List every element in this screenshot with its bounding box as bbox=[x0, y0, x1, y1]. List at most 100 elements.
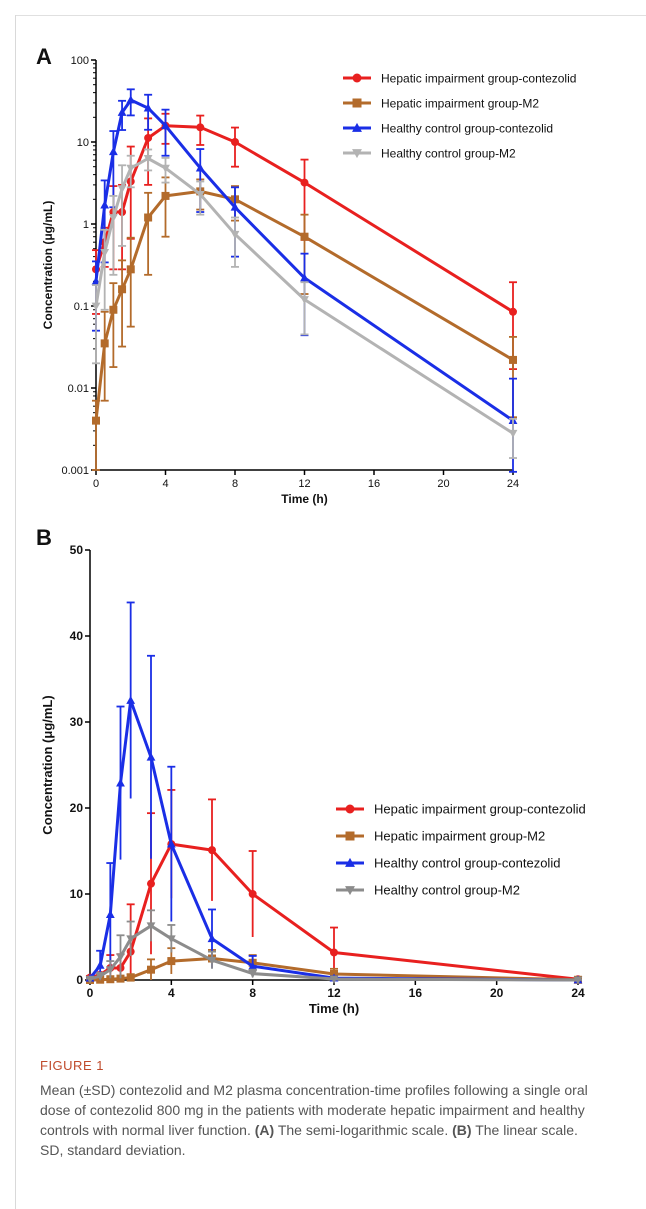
panel-a-data-point bbox=[126, 265, 135, 274]
panel-a-legend-marker bbox=[352, 73, 362, 83]
panel-a-data-point bbox=[118, 285, 127, 294]
panel-b-y-tick-label: 20 bbox=[70, 801, 84, 815]
panel-a-data-point bbox=[161, 121, 170, 130]
panel-a-data-point bbox=[117, 107, 127, 116]
panel-a-legend-label: Healthy control group-contezolid bbox=[381, 122, 553, 136]
panel-a-data-point bbox=[144, 133, 153, 142]
panel-b-x-tick-label: 8 bbox=[249, 986, 256, 1000]
panel-a-data-point bbox=[161, 191, 170, 200]
panel-b-data-point bbox=[147, 965, 155, 974]
caption-part-a-text: The semi-logarithmic scale. bbox=[274, 1122, 453, 1138]
panel-b-series-2 bbox=[85, 601, 583, 984]
panel-a-data-point bbox=[100, 249, 110, 258]
panel-a-legend-label: Hepatic impairment group-contezolid bbox=[381, 72, 576, 86]
panel-a-y-tick-label: 100 bbox=[71, 55, 89, 67]
panel-a-data-point bbox=[196, 123, 205, 132]
panel-a-data-point bbox=[92, 416, 100, 425]
panel-b-legend-label: Healthy control group-M2 bbox=[374, 883, 520, 898]
panel-b-letter: B bbox=[36, 525, 52, 550]
panel-a-x-axis-title: Time (h) bbox=[281, 492, 327, 506]
panel-a-x-tick-label: 12 bbox=[298, 478, 310, 490]
figure-caption: Mean (±SD) contezolid and M2 plasma conc… bbox=[40, 1080, 600, 1160]
panel-b-legend-label: Hepatic impairment group-contezolid bbox=[374, 802, 586, 817]
panel-b-data-point bbox=[106, 975, 115, 984]
panel-a-data-point bbox=[509, 355, 517, 364]
panel-a-data-point bbox=[100, 200, 110, 209]
panel-a-data-point bbox=[161, 164, 170, 173]
caption-part-b-text: The linear scale. SD, standard deviation… bbox=[40, 1122, 578, 1158]
panel-a-legend-marker bbox=[352, 98, 362, 108]
panel-b-x-tick-label: 16 bbox=[409, 986, 423, 1000]
panel-b-data-point bbox=[248, 970, 258, 979]
panel-a-letter: A bbox=[36, 44, 52, 69]
panel-b-data-point bbox=[329, 975, 339, 984]
panel-b-data-point bbox=[147, 879, 155, 888]
panel-b-data-point bbox=[208, 846, 216, 855]
panel-a-data-point bbox=[143, 103, 153, 112]
chart-panel-b: B 0 10 20 30 40 50 0 4 8 12 16 20 24 Time (h) Concentr… bbox=[36, 525, 586, 1016]
panel-b-data-point bbox=[573, 976, 583, 985]
panel-b-x-tick-label: 20 bbox=[490, 986, 504, 1000]
panel-b-x-tick-label: 12 bbox=[327, 986, 341, 1000]
panel-a-data-point bbox=[300, 296, 309, 305]
panel-b-data-point bbox=[167, 957, 176, 966]
panel-a-x-tick-label: 24 bbox=[507, 478, 519, 490]
panel-b-data-point bbox=[207, 934, 217, 943]
panel-a-data-point bbox=[230, 230, 240, 239]
panel-a-data-point bbox=[300, 178, 309, 187]
panel-b-data-point bbox=[95, 960, 105, 969]
chart-panel-a: A 0.001 0.01 0.1 1 10 100 0 4 8 12 16 20 24 Time (h) C… bbox=[36, 44, 576, 506]
panel-b-data-point bbox=[95, 972, 105, 981]
panel-a-data-point bbox=[91, 276, 101, 285]
panel-b-data-point bbox=[85, 975, 95, 984]
panel-a-x-tick-label: 20 bbox=[437, 478, 449, 490]
panel-a-x-tick-label: 8 bbox=[232, 478, 238, 490]
panel-a-series bbox=[91, 88, 518, 473]
panel-b-x-tick-label: 24 bbox=[571, 986, 585, 1000]
panel-a-x-tick-label: 0 bbox=[93, 478, 99, 490]
panel-b-data-point bbox=[126, 935, 136, 944]
figure-label: FIGURE 1 bbox=[40, 1058, 104, 1073]
panel-b-data-point bbox=[105, 966, 115, 975]
panel-b-y-tick-label: 50 bbox=[70, 543, 84, 557]
panel-b-legend-marker bbox=[345, 831, 355, 841]
panel-a-y-tick-label: 0.01 bbox=[68, 383, 89, 395]
panel-b-data-point bbox=[126, 695, 136, 704]
panel-a-y-tick-label: 0.1 bbox=[74, 301, 89, 313]
panel-a-legend-marker bbox=[352, 122, 362, 132]
panel-a-data-point bbox=[143, 155, 153, 164]
panel-a-data-point bbox=[117, 185, 127, 194]
panel-b-legend: Hepatic impairment group-contezolid Hepat… bbox=[336, 802, 586, 898]
panel-b-legend-marker bbox=[345, 886, 355, 896]
panel-b-axes: 0 10 20 30 40 50 0 4 8 12 16 20 24 Time (h) Concentrat… bbox=[40, 543, 585, 1016]
panel-b-data-point bbox=[330, 948, 338, 957]
panel-b-data-point bbox=[105, 910, 115, 919]
panel-a-data-point bbox=[108, 214, 118, 223]
panel-a-data-point bbox=[108, 147, 118, 156]
panel-a-data-point bbox=[126, 95, 136, 104]
panel-b-data-point bbox=[248, 961, 258, 970]
panel-a-x-tick-label: 16 bbox=[368, 478, 380, 490]
panel-b-y-axis-title: Concentration (μg/mL) bbox=[40, 695, 55, 834]
panel-a-data-point bbox=[509, 307, 517, 316]
panel-a-y-tick-label: 0.001 bbox=[61, 465, 89, 477]
panel-b-series bbox=[85, 601, 583, 985]
panel-b-data-point bbox=[146, 752, 156, 761]
panel-a-data-point bbox=[91, 302, 101, 311]
panel-b-series-3 bbox=[85, 909, 583, 985]
panel-b-data-point bbox=[166, 935, 176, 944]
panel-b-x-axis-title: Time (h) bbox=[309, 1001, 359, 1016]
panel-a-legend-label: Hepatic impairment group-M2 bbox=[381, 97, 539, 111]
panel-b-legend-marker bbox=[345, 857, 355, 867]
panel-a-legend-marker bbox=[352, 149, 362, 159]
panel-a-x-tick-label: 4 bbox=[162, 478, 168, 490]
panel-b-y-tick-label: 30 bbox=[70, 715, 84, 729]
panel-b-x-tick-label: 0 bbox=[87, 986, 94, 1000]
panel-b-data-point bbox=[166, 839, 176, 848]
panel-a-data-point bbox=[195, 163, 205, 172]
panel-b-legend-label: Healthy control group-contezolid bbox=[374, 856, 560, 871]
panel-a-y-tick-label: 1 bbox=[83, 219, 89, 231]
panel-b-y-tick-label: 40 bbox=[70, 629, 84, 643]
panel-b-y-tick-label: 10 bbox=[70, 887, 84, 901]
panel-b-y-tick-label: 0 bbox=[76, 973, 83, 987]
